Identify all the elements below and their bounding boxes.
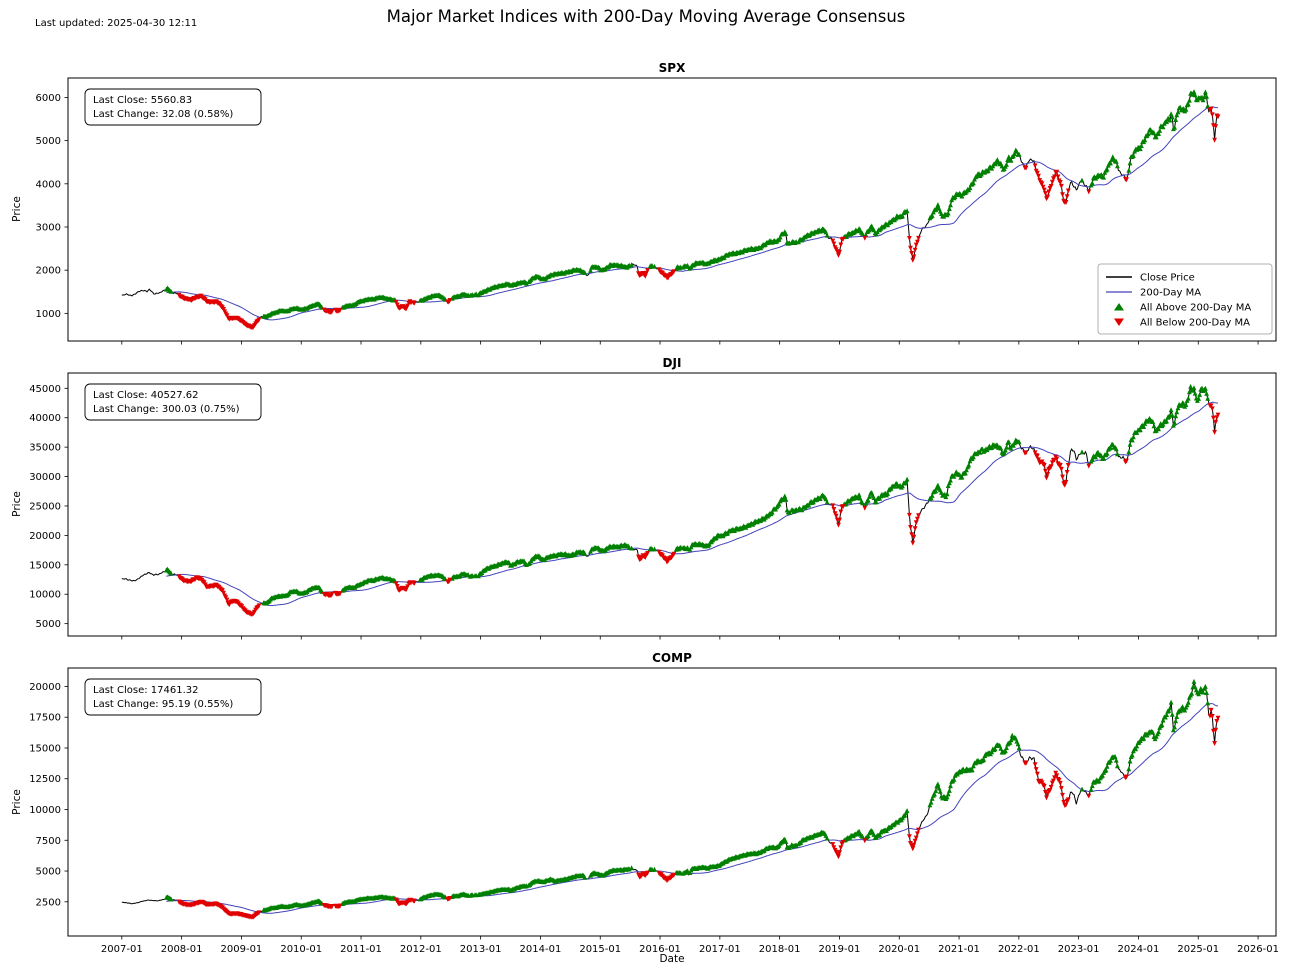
subplot-title-comp: COMP <box>652 651 692 665</box>
legend-above-triangle-icon <box>1114 303 1124 311</box>
y-tick-label: 5000 <box>36 867 61 878</box>
ma-line <box>166 106 1218 321</box>
x-tick-label: 2008-01 <box>161 944 203 955</box>
plot-frame <box>67 77 1277 342</box>
ma-line <box>166 401 1218 606</box>
y-tick-label: 10000 <box>29 590 61 601</box>
y-tick-label: 2000 <box>36 266 61 277</box>
x-tick-label: 2014-01 <box>520 944 562 955</box>
y-tick-label: 4000 <box>36 179 61 190</box>
legend: Close Price 200-Day MA All Above 200-Day… <box>1097 263 1273 335</box>
x-tick-label: 2017-01 <box>699 944 741 955</box>
y-axis-label-dji: Price <box>11 491 23 517</box>
figure-title: Major Market Indices with 200-Day Moving… <box>387 7 906 26</box>
legend-label-close-price: Close Price <box>1140 273 1195 284</box>
x-tick-label: 2016-01 <box>639 944 681 955</box>
annotation-last-close-spx: Last Close: 5560.83 <box>93 95 192 106</box>
x-tick-label: 2009-01 <box>221 944 263 955</box>
y-tick-label: 25000 <box>29 501 61 512</box>
y-tick-label: 1000 <box>36 309 61 320</box>
legend-label-above: All Above 200-Day MA <box>1140 303 1251 314</box>
x-tick-label: 2013-01 <box>460 944 502 955</box>
close-price-line <box>121 384 1219 615</box>
y-tick-label: 6000 <box>36 93 61 104</box>
x-axis-label: Date <box>659 953 684 965</box>
y-axis-label-spx: Price <box>11 196 23 222</box>
x-tick-label: 2022-01 <box>998 944 1040 955</box>
annotation-box-dji <box>84 383 262 421</box>
x-tick-label: 2019-01 <box>819 944 861 955</box>
x-tick-label: 2015-01 <box>579 944 621 955</box>
subplot-comp: 2500 5000 7500 10000 12500 15000 17500 20000 200… <box>11 651 1279 955</box>
below-ma-markers <box>176 707 1221 920</box>
y-tick-label: 12500 <box>29 774 61 785</box>
legend-label-below: All Below 200-Day MA <box>1140 318 1250 329</box>
below-ma-markers <box>176 403 1221 617</box>
annotation-last-change-spx: Last Change: 32.08 (0.58%) <box>93 109 233 120</box>
annotation-box-comp <box>84 678 262 716</box>
y-tick-label: 35000 <box>29 443 61 454</box>
x-tick-label: 2026-01 <box>1237 944 1279 955</box>
annotation-last-close-dji: Last Close: 40527.62 <box>93 390 199 401</box>
y-tick-label: 40000 <box>29 413 61 424</box>
annotation-last-close-comp: Last Close: 17461.32 <box>93 685 199 696</box>
y-axis-label-comp: Price <box>11 789 23 815</box>
below-ma-markers <box>176 106 1221 331</box>
y-tick-label: 2500 <box>36 897 61 908</box>
x-tick-label: 2024-01 <box>1118 944 1160 955</box>
y-tick-label: 20000 <box>29 531 61 542</box>
annotation-last-change-dji: Last Change: 300.03 (0.75%) <box>93 404 240 415</box>
y-tick-label: 5000 <box>36 136 61 147</box>
ma-line <box>166 703 1218 914</box>
plot-frame <box>67 372 1277 637</box>
x-tick-label: 2018-01 <box>759 944 801 955</box>
plot-frame <box>67 667 1277 937</box>
y-tick-label: 17500 <box>29 713 61 724</box>
y-tick-label: 15000 <box>29 743 61 754</box>
legend-below-triangle-icon <box>1114 318 1124 326</box>
annotation-last-change-comp: Last Change: 95.19 (0.55%) <box>93 699 233 710</box>
last-updated-label: Last updated: 2025-04-30 12:11 <box>35 18 197 29</box>
x-tick-label: 2007-01 <box>101 944 143 955</box>
y-tick-label: 30000 <box>29 472 61 483</box>
x-tick-label: 2010-01 <box>280 944 322 955</box>
above-ma-markers <box>164 678 1211 913</box>
y-tick-label: 45000 <box>29 384 61 395</box>
x-tick-label: 2025-01 <box>1177 944 1219 955</box>
dji-plot-layer: 5000 10000 15000 20000 25000 30000 35000 40000 4… <box>29 372 1277 640</box>
subplot-spx: 1000 2000 3000 4000 5000 6000 SPX Price Last … <box>11 61 1277 345</box>
x-tick-label: 2020-01 <box>878 944 920 955</box>
y-tick-label: 20000 <box>29 682 61 693</box>
legend-frame <box>1097 263 1273 335</box>
spx-plot-layer: 1000 2000 3000 4000 5000 6000 <box>36 77 1277 345</box>
y-tick-label: 10000 <box>29 805 61 816</box>
x-tick-label: 2011-01 <box>340 944 382 955</box>
x-tick-label: 2023-01 <box>1058 944 1100 955</box>
comp-plot-layer: 2500 5000 7500 10000 12500 15000 17500 20000 200… <box>29 667 1279 955</box>
close-price-line <box>121 90 1219 328</box>
y-tick-label: 3000 <box>36 222 61 233</box>
y-tick-label: 15000 <box>29 560 61 571</box>
close-price-line <box>121 681 1219 918</box>
above-ma-markers <box>164 89 1211 319</box>
legend-label-ma: 200-Day MA <box>1140 288 1201 299</box>
x-tick-label: 2021-01 <box>938 944 980 955</box>
subplot-title-spx: SPX <box>659 61 686 75</box>
y-tick-label: 7500 <box>36 836 61 847</box>
annotation-box-spx <box>84 88 262 126</box>
above-ma-markers <box>164 383 1211 606</box>
y-tick-label: 5000 <box>36 619 61 630</box>
subplot-title-dji: DJI <box>663 356 682 370</box>
subplot-dji: 5000 10000 15000 20000 25000 30000 35000 40000 4… <box>11 356 1277 640</box>
x-tick-label: 2012-01 <box>400 944 442 955</box>
